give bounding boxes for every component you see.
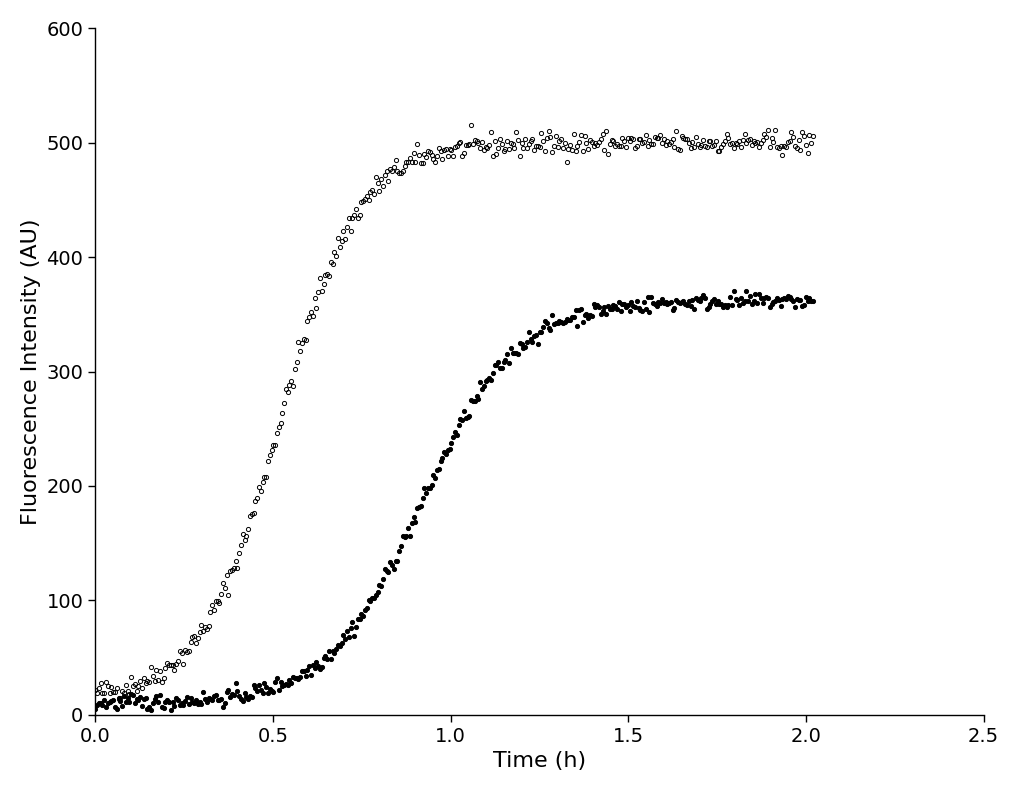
X-axis label: Time (h): Time (h) xyxy=(492,751,585,771)
Y-axis label: Fluorescence Intensity (AU): Fluorescence Intensity (AU) xyxy=(20,219,41,525)
